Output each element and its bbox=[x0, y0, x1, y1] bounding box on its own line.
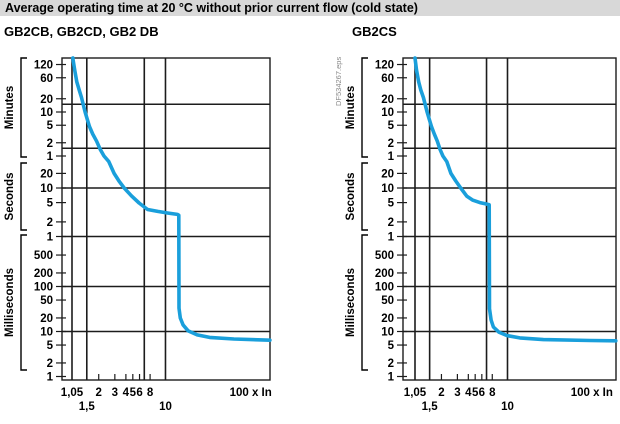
y-tick-label: 2 bbox=[388, 138, 394, 150]
x-axis: 1,05 1,52 3 4 5 6 8 10 100 x In bbox=[61, 374, 272, 413]
y-tick-label: 5 bbox=[388, 198, 395, 210]
x-tick-label: 2 bbox=[438, 387, 444, 399]
y-tick-label: 50 bbox=[381, 295, 394, 307]
x-tick-label: 5 bbox=[130, 387, 137, 399]
y-tick-label: 10 bbox=[40, 183, 53, 195]
y-tick-label: 60 bbox=[381, 73, 394, 85]
y-tick-label: 1 bbox=[47, 372, 54, 384]
y-tick-label: 2 bbox=[47, 217, 53, 229]
x-tick-label: 1,5 bbox=[422, 401, 439, 413]
unit-bracket bbox=[361, 57, 368, 158]
unit-bracket bbox=[361, 234, 368, 371]
x-tick-label: 4 bbox=[123, 387, 130, 399]
y-tick-label: 200 bbox=[375, 268, 394, 280]
x-tick-label: 8 bbox=[489, 387, 496, 399]
x-tick-label: 3 bbox=[112, 387, 118, 399]
y-tick-label: 1 bbox=[47, 151, 54, 163]
y-unit-label: Minutes bbox=[4, 86, 16, 129]
y-tick-label: 10 bbox=[40, 107, 53, 119]
chart-title-left: GB2CB, GB2CD, GB2 DB bbox=[4, 24, 159, 39]
x-tick-label: 2 bbox=[96, 387, 102, 399]
y-tick-label: 2 bbox=[388, 217, 394, 229]
x-tick-label: 100 x In bbox=[230, 387, 272, 399]
y-tick-label: 20 bbox=[381, 313, 394, 325]
y-tick-label: 20 bbox=[40, 168, 53, 180]
unit-bracket bbox=[20, 57, 27, 158]
y-tick-label: 500 bbox=[375, 250, 394, 262]
y-tick-label: 10 bbox=[381, 107, 394, 119]
y-tick-label: 1 bbox=[47, 232, 54, 244]
y-tick-label: 1 bbox=[388, 232, 395, 244]
unit-bracket bbox=[20, 234, 27, 371]
eps-reference-label: DF534267.eps bbox=[334, 57, 343, 106]
y-unit-label: Milliseconds bbox=[345, 268, 357, 337]
y-tick-label: 20 bbox=[40, 94, 53, 106]
y-tick-label: 100 bbox=[375, 282, 394, 294]
y-tick-label: 5 bbox=[388, 340, 395, 352]
x-tick-label: 1,05 bbox=[404, 387, 427, 399]
y-tick-label: 1 bbox=[388, 151, 395, 163]
unit-bracket bbox=[20, 162, 27, 231]
y-tick-label: 200 bbox=[34, 268, 53, 280]
y-tick-label: 120 bbox=[34, 60, 53, 72]
x-tick-label: 100 x In bbox=[571, 387, 613, 399]
y-tick-label: 20 bbox=[381, 94, 394, 106]
x-tick-label: 10 bbox=[159, 401, 172, 413]
x-tick-label: 6 bbox=[136, 387, 142, 399]
plot-border bbox=[61, 57, 271, 381]
y-tick-label: 20 bbox=[40, 313, 53, 325]
y-tick-label: 5 bbox=[47, 198, 54, 210]
y-tick-label: 100 bbox=[34, 282, 53, 294]
y-unit-label: Seconds bbox=[4, 173, 16, 221]
y-tick-label: 1 bbox=[388, 372, 395, 384]
y-tick-label: 60 bbox=[40, 73, 53, 85]
y-tick-label: 10 bbox=[40, 327, 53, 339]
x-tick-label: 1,5 bbox=[79, 401, 96, 413]
y-tick-label: 5 bbox=[47, 120, 54, 132]
y-tick-label: 5 bbox=[47, 340, 54, 352]
unit-bracket bbox=[361, 162, 368, 231]
y-tick-label: 50 bbox=[40, 295, 53, 307]
x-tick-label: 4 bbox=[465, 387, 472, 399]
trip-curve bbox=[71, 56, 272, 342]
y-tick-label: 2 bbox=[388, 358, 394, 370]
x-tick-label: 6 bbox=[479, 387, 485, 399]
x-tick-label: 5 bbox=[472, 387, 479, 399]
trip-curve bbox=[413, 56, 618, 343]
y-tick-label: 500 bbox=[34, 250, 53, 262]
header-title: Average operating time at 20 °C without … bbox=[5, 1, 418, 15]
x-tick-label: 3 bbox=[454, 387, 460, 399]
plot-border bbox=[402, 57, 617, 381]
y-tick-label: 120 bbox=[375, 60, 394, 72]
grid-lines bbox=[403, 58, 616, 380]
x-axis: 1,05 1,5 2 3 4 5 6 8 10 100 x In bbox=[404, 374, 613, 413]
grid-lines bbox=[62, 58, 270, 380]
y-tick-label: 2 bbox=[47, 138, 53, 150]
y-unit-label: Milliseconds bbox=[4, 268, 16, 337]
y-unit-label: Minutes bbox=[345, 86, 357, 129]
x-tick-label: 1,05 bbox=[61, 387, 84, 399]
y-tick-label: 5 bbox=[388, 120, 395, 132]
x-tick-label: 8 bbox=[147, 387, 154, 399]
y-tick-label: 10 bbox=[381, 327, 394, 339]
y-tick-label: 2 bbox=[47, 358, 53, 370]
y-tick-label: 10 bbox=[381, 183, 394, 195]
x-tick-label: 10 bbox=[501, 401, 514, 413]
chart-title-right: GB2CS bbox=[352, 24, 397, 39]
header-bar: Average operating time at 20 °C without … bbox=[0, 0, 620, 16]
y-unit-label: Seconds bbox=[345, 173, 357, 221]
y-tick-label: 20 bbox=[381, 168, 394, 180]
